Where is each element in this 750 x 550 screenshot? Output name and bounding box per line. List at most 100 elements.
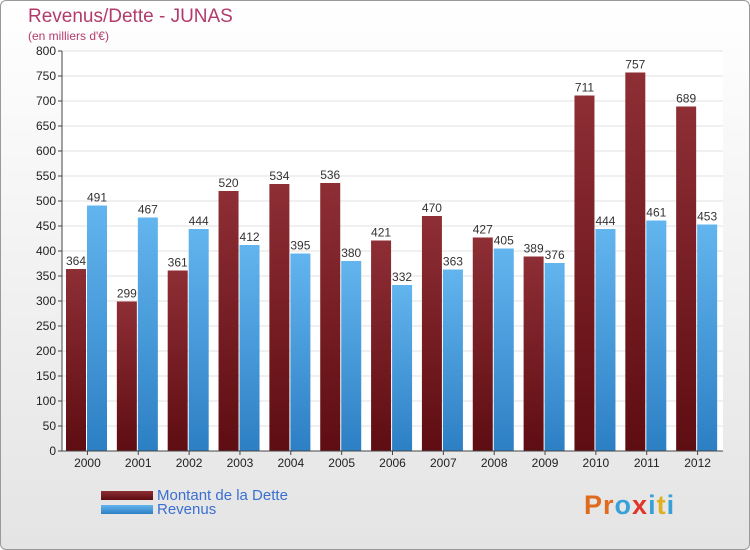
bars-layer (66, 72, 718, 451)
bar-revenue (239, 245, 260, 451)
data-label-revenue: 453 (697, 210, 717, 224)
data-label-revenue: 444 (595, 214, 615, 228)
x-tick-label: 2002 (176, 456, 203, 470)
data-label-revenue: 444 (189, 214, 209, 228)
chart-subtitle: (en milliers d'€) (28, 29, 109, 43)
bar-revenue (392, 285, 413, 451)
x-tick-label: 2003 (227, 456, 254, 470)
bar-revenue (87, 205, 107, 451)
bar-debt (66, 269, 86, 451)
legend-label-revenue: Revenus (157, 500, 217, 518)
legend-swatch-debt (101, 490, 153, 500)
bar-revenue (493, 248, 514, 451)
bar-debt (218, 191, 239, 451)
y-tick-label: 400 (36, 244, 56, 258)
bar-debt (574, 95, 595, 451)
logo-letter: i (666, 490, 676, 520)
bar-debt (676, 106, 697, 451)
y-tick-label: 500 (36, 194, 56, 208)
bar-debt (472, 237, 493, 451)
data-label-debt: 427 (473, 223, 493, 237)
logo-letter: t (656, 490, 667, 520)
x-tick-label: 2011 (634, 456, 660, 470)
y-tick-label: 750 (36, 69, 56, 83)
y-tick-label: 600 (36, 144, 56, 158)
data-label-revenue: 412 (240, 230, 260, 244)
legend-swatch-revenue (101, 504, 153, 514)
logo-letter: o (614, 490, 633, 520)
bar-debt (421, 216, 442, 451)
bar-revenue (442, 269, 463, 451)
logo-letter: r (603, 490, 615, 520)
bar-revenue (188, 229, 209, 451)
data-label-revenue: 461 (646, 206, 666, 220)
x-tick-label: 2009 (532, 456, 559, 470)
data-label-debt: 421 (371, 226, 391, 240)
data-label-revenue: 395 (290, 239, 310, 253)
proxiti-logo: Proxiti (584, 490, 675, 521)
y-tick-label: 550 (36, 169, 56, 183)
y-tick-label: 650 (36, 119, 56, 133)
x-tick-label: 2008 (481, 456, 508, 470)
data-label-debt: 299 (117, 287, 137, 301)
y-tick-label: 150 (36, 369, 56, 383)
y-tick-label: 800 (36, 44, 56, 58)
data-label-debt: 711 (575, 81, 594, 95)
data-label-debt: 689 (676, 92, 696, 106)
legend-item-debt: Montant de la Dette (101, 486, 288, 504)
bar-debt (269, 184, 290, 451)
x-tick-label: 2005 (328, 456, 355, 470)
data-label-debt: 534 (269, 169, 289, 183)
x-tick-label: 2012 (684, 456, 711, 470)
data-label-debt: 389 (524, 242, 544, 256)
bar-revenue (646, 220, 667, 451)
bar-debt (371, 240, 392, 451)
bar-revenue (544, 263, 565, 451)
data-label-revenue: 380 (341, 246, 361, 260)
logo-letter: P (584, 490, 604, 520)
bar-revenue (697, 224, 718, 451)
data-label-revenue: 491 (87, 191, 107, 205)
legend-item-revenue: Revenus (101, 500, 217, 518)
data-label-revenue: 332 (392, 270, 412, 284)
x-tick-label: 2007 (430, 456, 457, 470)
bar-revenue (137, 217, 158, 451)
x-tick-label: 2006 (379, 456, 406, 470)
data-label-revenue: 467 (138, 203, 158, 217)
data-label-revenue: 363 (443, 255, 463, 269)
bar-revenue (595, 229, 616, 451)
data-label-debt: 536 (320, 168, 340, 182)
y-tick-label: 250 (36, 319, 56, 333)
y-tick-label: 450 (36, 219, 56, 233)
bar-revenue (290, 253, 311, 451)
bar-debt (167, 270, 188, 451)
bar-debt (320, 183, 341, 451)
data-label-debt: 364 (66, 254, 86, 268)
x-tick-label: 2001 (125, 456, 152, 470)
logo-letter: x (632, 490, 649, 520)
labels-layer: 364 491 299 467 361 444 520 412 534 395 536 380 421 3… (66, 58, 718, 301)
data-label-debt: 470 (422, 201, 442, 215)
bar-debt (116, 301, 137, 451)
y-tick-label: 50 (43, 419, 57, 433)
data-label-revenue: 405 (494, 234, 514, 248)
y-tick-label: 300 (36, 294, 56, 308)
y-tick-label: 700 (36, 94, 56, 108)
x-tick-label: 2000 (74, 456, 101, 470)
logo-letter: i (648, 490, 657, 520)
data-label-revenue: 376 (545, 248, 565, 262)
data-label-debt: 520 (219, 176, 239, 190)
axis-layer: 0 50 100 150 200 250 300 350 400 450 500 550 600 650 7… (36, 44, 723, 470)
data-label-debt: 361 (168, 256, 188, 270)
bar-debt (523, 256, 544, 451)
chart-title: Revenus/Dette - JUNAS (28, 6, 233, 27)
bar-debt (625, 72, 646, 451)
bar-revenue (341, 261, 362, 451)
x-tick-label: 2004 (277, 456, 304, 470)
y-tick-label: 100 (36, 394, 56, 408)
legend-label-debt: Montant de la Dette (157, 486, 288, 504)
y-tick-label: 200 (36, 344, 56, 358)
y-tick-label: 0 (49, 444, 56, 458)
